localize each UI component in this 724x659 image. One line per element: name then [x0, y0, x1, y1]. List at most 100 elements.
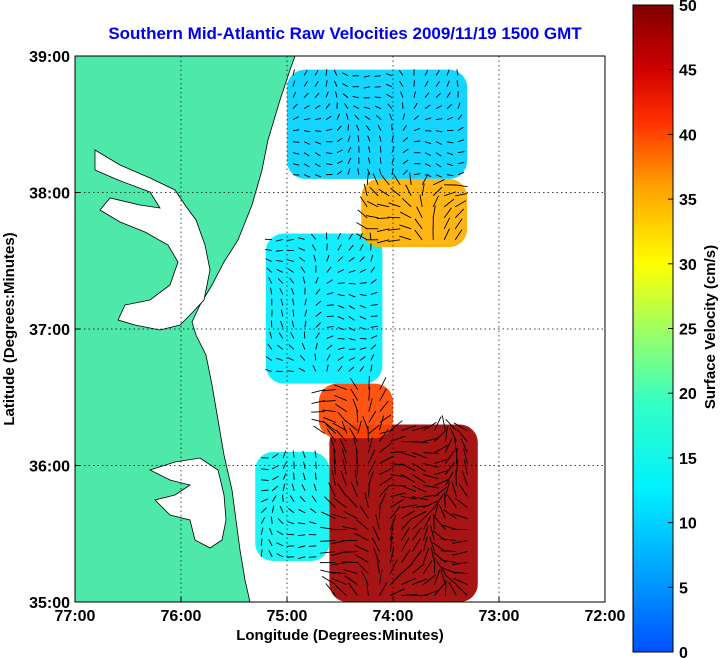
- velocity-arrow: [409, 172, 412, 185]
- velocity-arrow: [379, 414, 392, 423]
- velocity-arrow: [389, 514, 397, 530]
- velocity-arrow: [350, 388, 359, 401]
- velocity-arrow: [453, 437, 457, 453]
- velocity-arrow: [388, 202, 401, 208]
- velocity-arrow: [446, 104, 453, 109]
- velocity-arrow: [402, 125, 407, 131]
- velocity-arrow: [444, 481, 450, 497]
- velocity-arrow: [401, 527, 410, 541]
- velocity-arrow: [401, 517, 413, 530]
- velocity-arrow: [315, 332, 320, 339]
- velocity-arrow: [359, 316, 367, 320]
- velocity-arrow: [401, 549, 411, 563]
- velocity-arrow: [434, 444, 449, 453]
- velocity-arrow: [441, 415, 446, 431]
- velocity-arrow: [337, 316, 345, 320]
- velocity-arrow: [368, 398, 373, 412]
- velocity-arrow: [412, 538, 421, 552]
- velocity-arrow: [348, 244, 354, 251]
- velocity-arrow: [379, 484, 391, 497]
- velocity-arrow: [357, 420, 362, 434]
- velocity-arrow: [401, 102, 404, 109]
- velocity-arrow: [443, 207, 452, 219]
- velocity-arrow: [282, 462, 287, 470]
- velocity-arrow: [435, 92, 441, 98]
- velocity-arrow: [422, 547, 430, 563]
- velocity-arrow: [402, 159, 409, 165]
- velocity-arrow: [270, 287, 273, 295]
- velocity-arrow: [326, 326, 334, 328]
- velocity-arrow: [325, 163, 333, 165]
- velocity-arrow: [419, 194, 423, 207]
- velocity-arrow: [354, 544, 369, 552]
- velocity-arrow: [314, 117, 322, 121]
- velocity-arrow: [334, 584, 347, 596]
- velocity-arrow: [325, 80, 328, 87]
- velocity-arrow: [331, 540, 347, 545]
- velocity-arrow: [342, 93, 349, 98]
- velocity-arrow: [337, 269, 345, 273]
- velocity-arrow: [292, 80, 296, 87]
- velocity-arrow: [379, 146, 382, 153]
- velocity-arrow: [432, 542, 446, 552]
- velocity-arrow: [337, 411, 348, 423]
- velocity-arrow: [438, 504, 446, 519]
- velocity-arrow: [386, 93, 393, 99]
- velocity-arrow: [271, 453, 279, 459]
- velocity-arrow: [370, 315, 378, 317]
- colorbar-label: Surface Velocity (cm/s): [702, 245, 719, 409]
- velocity-arrow: [352, 96, 360, 99]
- velocity-arrow: [328, 482, 336, 497]
- velocity-arrow: [370, 344, 377, 350]
- velocity-arrow: [367, 135, 371, 142]
- velocity-arrow: [333, 69, 338, 76]
- velocity-arrow: [412, 485, 427, 493]
- velocity-arrow: [379, 377, 387, 390]
- velocity-arrow: [354, 114, 360, 120]
- velocity-arrow: [443, 509, 457, 519]
- velocity-arrow: [372, 526, 380, 541]
- velocity-arrow: [452, 551, 468, 556]
- velocity-arrow: [379, 581, 388, 596]
- velocity-arrow: [455, 448, 458, 464]
- velocity-arrow: [325, 424, 337, 434]
- velocity-arrow: [434, 517, 446, 530]
- velocity-arrow: [368, 424, 380, 434]
- velocity-arrow: [326, 304, 334, 306]
- velocity-arrow: [359, 505, 369, 519]
- x-tick-label: 73:00: [479, 608, 520, 625]
- colorbar-tick-label: 5: [679, 580, 688, 597]
- y-tick-label: 36:00: [29, 459, 70, 476]
- velocity-arrow: [391, 135, 394, 142]
- y-tick-label: 39:00: [29, 49, 70, 66]
- velocity-arrow: [374, 105, 382, 110]
- velocity-arrow: [385, 73, 393, 77]
- velocity-arrow: [289, 277, 295, 284]
- velocity-arrow: [424, 174, 432, 177]
- velocity-region: [361, 178, 468, 248]
- velocity-arrow: [336, 113, 340, 120]
- velocity-arrow: [333, 80, 338, 87]
- velocity-arrow: [401, 425, 417, 431]
- velocity-arrow: [452, 513, 468, 519]
- velocity-arrow: [399, 224, 412, 230]
- velocity-arrow: [326, 428, 336, 442]
- x-axis-label: Longitude (Degrees:Minutes): [236, 627, 444, 644]
- velocity-arrow: [291, 320, 295, 328]
- velocity-arrow: [297, 522, 306, 525]
- velocity-arrow: [304, 320, 307, 328]
- velocity-arrow: [412, 563, 425, 574]
- velocity-arrow: [340, 470, 347, 486]
- velocity-arrow: [430, 547, 435, 563]
- velocity-arrow: [326, 364, 329, 372]
- velocity-arrow: [434, 583, 445, 596]
- velocity-arrow: [413, 127, 421, 132]
- velocity-arrow: [457, 139, 465, 143]
- velocity-arrow: [365, 125, 371, 131]
- velocity-arrow: [463, 448, 468, 464]
- velocity-arrow: [359, 305, 367, 309]
- velocity-arrow: [401, 496, 417, 500]
- velocity-arrow: [372, 173, 379, 186]
- velocity-arrow: [292, 309, 295, 317]
- velocity-arrow: [260, 549, 263, 557]
